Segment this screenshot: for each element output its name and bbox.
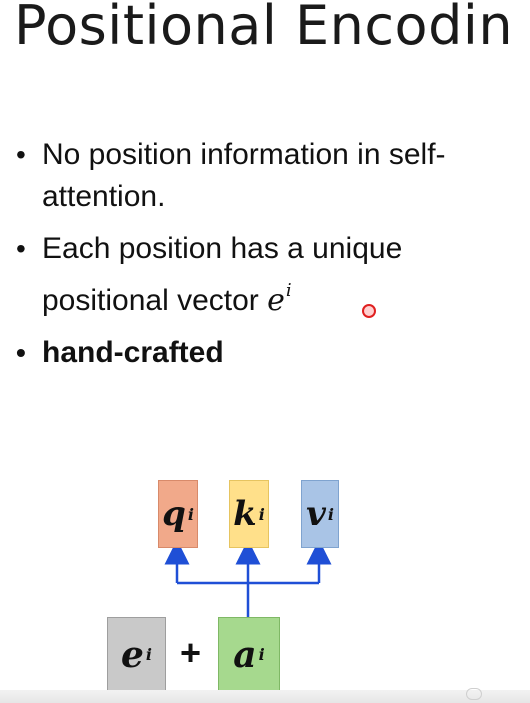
slide-title: Positional Encodin [14,0,514,57]
bullet-dot-icon: • [16,233,26,264]
bullet-item-2: • Each position has a unique positional … [12,228,522,322]
bullet-text: Each position has a unique positional ve… [42,232,403,317]
laser-pointer-icon [362,304,376,318]
link-icon [466,688,482,700]
bullet-dot-icon: • [16,139,26,170]
plus-operator: + [180,632,202,673]
bullet-dot-icon: • [16,337,26,368]
bullet-text: hand-crafted [42,336,224,369]
bullet-text: No position information in self-attentio… [42,138,446,213]
bullet-list: • No position information in self-attent… [12,134,522,384]
bottom-bar [0,690,530,703]
math-e-i: ei [267,280,292,318]
bullet-item-3: • hand-crafted [12,332,522,374]
bullet-item-1: • No position information in self-attent… [12,134,522,218]
